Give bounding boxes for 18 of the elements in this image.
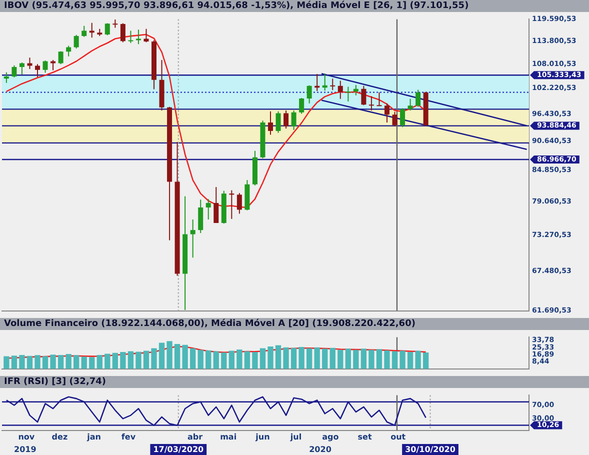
chart-title: Volume Financeiro (18.922.144.068,00), Média Móvel A [20] (19.908.220.422,60)	[0, 318, 589, 330]
ref-line-label: 17/03/2020	[153, 445, 204, 454]
x-tick-label: jun	[254, 432, 270, 442]
text: 2019	[14, 445, 37, 454]
ref-line-label: 30/10/2020	[405, 445, 456, 454]
x-tick-label: nov	[18, 432, 36, 442]
x-tick-label: out	[390, 432, 406, 442]
x-tick-label: ago	[322, 432, 340, 442]
x-tick-label: jul	[289, 432, 302, 442]
chart-title: IBOV (95.474,63 95.995,70 93.896,61 94.015,68 -1,53%), Média Móvel E [26, 1] (97.101,55)	[0, 0, 589, 12]
x-tick-label: dez	[52, 432, 68, 442]
x-tick-label: set	[358, 432, 372, 442]
x-tick-label: jan	[86, 432, 102, 442]
x-tick-label: abr	[188, 432, 203, 442]
x-tick-label: fev	[121, 432, 136, 442]
chart-title: IFR (RSI) [3] (32,74)	[0, 376, 589, 388]
text: 2020	[309, 445, 332, 454]
x-tick-label: mai	[220, 432, 237, 442]
